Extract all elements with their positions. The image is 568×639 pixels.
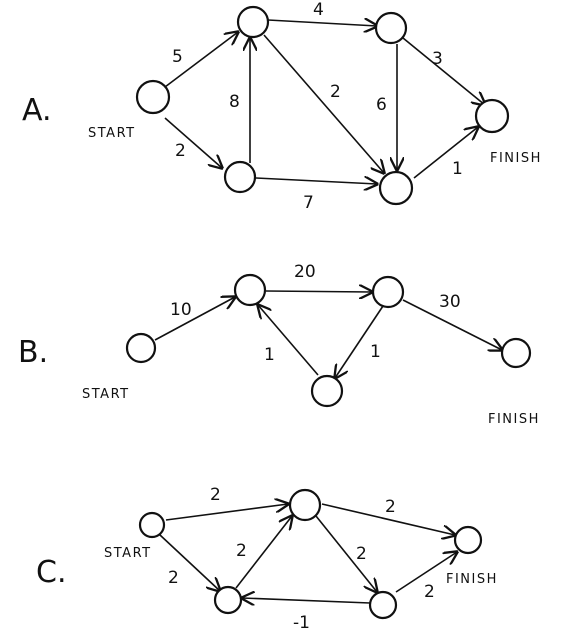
graph-a-weight-b-d: 7 bbox=[303, 193, 314, 213]
graph-b-edge-b-c bbox=[335, 305, 384, 378]
graph-c-edge-s-a bbox=[165, 504, 288, 521]
graph-b-node-start bbox=[125, 332, 157, 364]
graph-b-weight-s-a: 10 bbox=[170, 300, 192, 320]
graph-a-node-finish bbox=[474, 98, 510, 134]
graph-b-edge-s-a bbox=[154, 297, 235, 341]
graph-c-weight-a-c: 2 bbox=[356, 544, 367, 564]
graph-b-start-label: START bbox=[82, 387, 130, 402]
graph-a-node-start bbox=[135, 79, 171, 115]
graph-c-edge-s-b bbox=[159, 534, 220, 591]
graph-a-node-b bbox=[223, 160, 257, 194]
graph-c-node-a bbox=[288, 488, 322, 522]
graph-b-weight-b-f: 30 bbox=[439, 292, 461, 312]
graph-c-edge-b-a bbox=[235, 516, 292, 589]
graph-c-start-label: START bbox=[104, 546, 152, 561]
graph-b-node-finish bbox=[500, 337, 532, 369]
graph-a-edge-c-f bbox=[402, 37, 485, 105]
graph-c-node-b bbox=[213, 585, 243, 615]
graph-c-node-c bbox=[368, 590, 398, 620]
graph-a-edge-d-f bbox=[413, 127, 478, 179]
graph-b: B. START FINISH 10 20 30 1 1 bbox=[18, 262, 540, 427]
graph-c-edge-a-c bbox=[315, 515, 377, 592]
graph-a-start-label: START bbox=[88, 126, 136, 141]
graph-b-edge-c-a bbox=[258, 305, 319, 376]
graph-a-edge-b-d bbox=[255, 178, 377, 184]
graph-c-edge-c-b bbox=[242, 598, 371, 603]
graph-b-edge-a-b bbox=[265, 291, 372, 292]
graph-a-edge-s-b bbox=[164, 117, 222, 168]
graph-a-edge-s-a bbox=[164, 32, 238, 88]
graph-b-node-a bbox=[233, 273, 267, 307]
graph-c-finish-label: FINISH bbox=[446, 572, 498, 587]
graph-b-finish-label: FINISH bbox=[488, 412, 540, 427]
graph-a-weight-s-a: 5 bbox=[172, 47, 183, 67]
graph-a-weight-a-c: 4 bbox=[313, 0, 324, 20]
graph-a-weight-s-b: 2 bbox=[175, 141, 186, 161]
graph-a-finish-label: FINISH bbox=[490, 151, 542, 166]
graph-c-weight-s-b: 2 bbox=[168, 568, 179, 588]
graph-a-node-c bbox=[374, 11, 408, 45]
graph-c-weight-b-a: 2 bbox=[236, 541, 247, 561]
graph-a-label: A. bbox=[22, 93, 52, 128]
graph-c: C. START FINISH 2 2 2 2 2 -1 2 bbox=[36, 485, 498, 633]
graph-c-node-finish bbox=[453, 525, 483, 555]
graph-a-weight-c-d: 6 bbox=[376, 95, 387, 115]
graph-c-edge-a-f bbox=[321, 503, 455, 535]
graph-b-label: B. bbox=[18, 335, 48, 370]
graph-c-edge-c-f bbox=[395, 552, 457, 593]
graph-a-node-d bbox=[378, 170, 414, 206]
graph-c-weight-s-a: 2 bbox=[210, 485, 221, 505]
graph-a-node-a bbox=[236, 5, 270, 39]
graph-a-weight-b-a: 8 bbox=[229, 92, 240, 112]
graph-c-weight-c-b: -1 bbox=[293, 613, 310, 633]
graph-a-weight-a-d: 2 bbox=[330, 82, 341, 102]
graph-b-node-c bbox=[310, 374, 344, 408]
graph-a-weight-c-f: 3 bbox=[432, 49, 443, 69]
graph-c-weight-c-f: 2 bbox=[424, 582, 435, 602]
graph-b-edge-b-f bbox=[402, 299, 502, 350]
graph-b-node-b bbox=[371, 275, 405, 309]
graph-c-node-start bbox=[138, 511, 166, 539]
graph-b-weight-b-c: 1 bbox=[370, 342, 381, 362]
graph-a-edge-a-c bbox=[267, 20, 377, 26]
graph-a-weight-d-f: 1 bbox=[452, 159, 463, 179]
graph-a-edge-a-d bbox=[263, 34, 384, 173]
graph-a: A. START FINISH 5 2 8 4 2 7 3 6 1 bbox=[22, 0, 542, 213]
graph-c-label: C. bbox=[36, 555, 66, 590]
graph-c-weight-a-f: 2 bbox=[385, 497, 396, 517]
graph-b-weight-c-a: 1 bbox=[264, 345, 275, 365]
graph-b-weight-a-b: 20 bbox=[294, 262, 316, 282]
